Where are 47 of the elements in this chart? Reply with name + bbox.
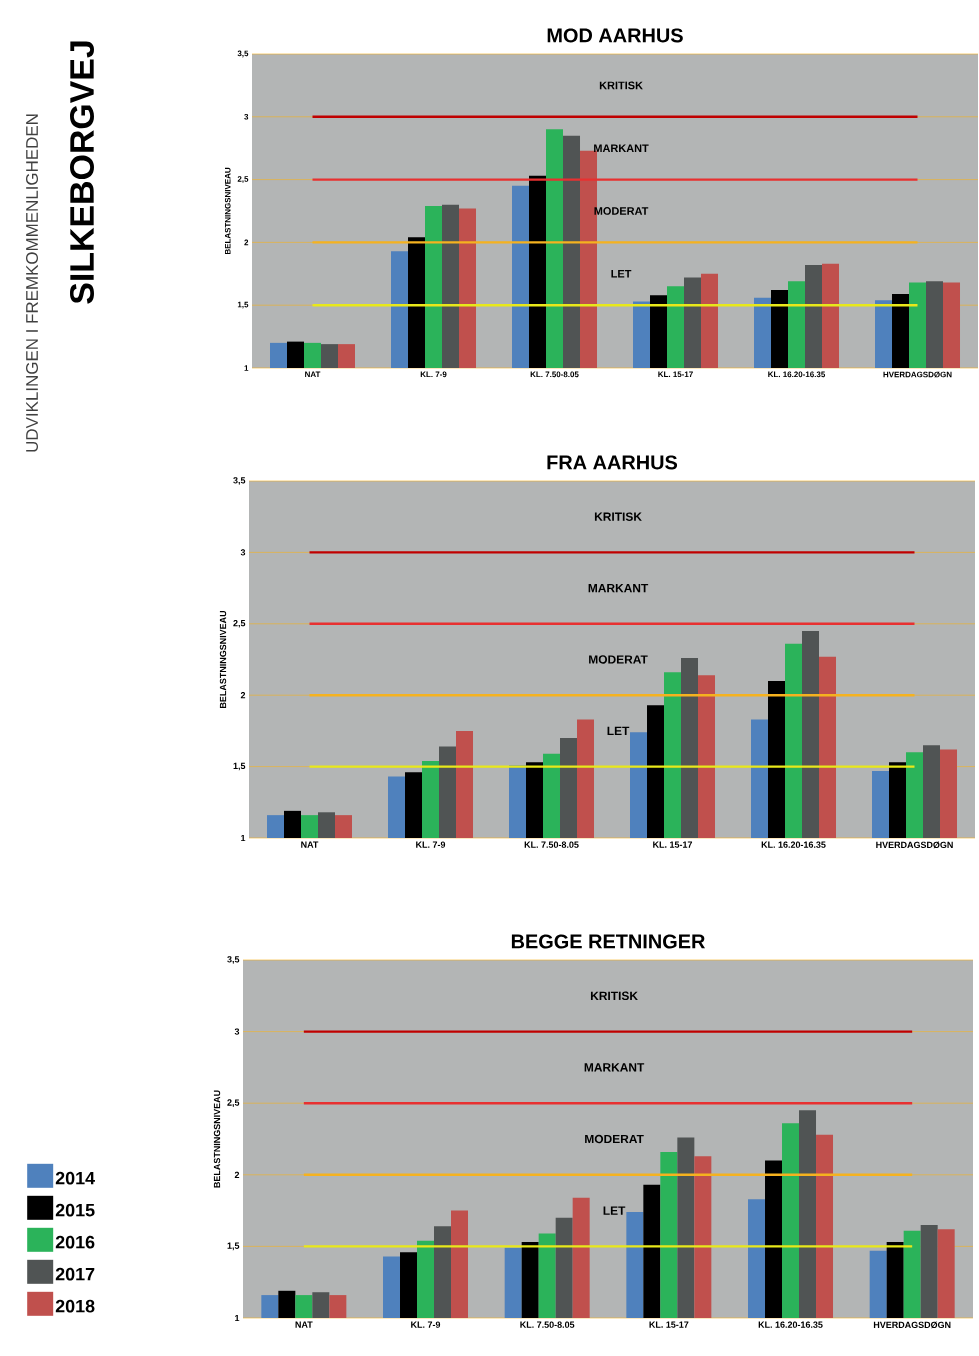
chart-title: MOD AARHUS bbox=[547, 28, 683, 43]
text: SILKEBORGVEJ bbox=[70, 41, 94, 304]
ref-line-label: MARKANT bbox=[588, 583, 649, 593]
ref-line-label: MODERAT bbox=[585, 1134, 644, 1144]
x-tick-label: KL. 7.50-8.05 bbox=[524, 841, 579, 848]
legend-label: 2015 bbox=[55, 1203, 95, 1217]
y-tick-label: 2,5 bbox=[233, 619, 246, 628]
y-tick-label: 1 bbox=[241, 834, 246, 842]
ref-line-label: MARKANT bbox=[584, 1063, 645, 1072]
ref-line-label: MARKANT bbox=[594, 144, 649, 152]
x-tick-label: NAT bbox=[295, 1321, 313, 1328]
ref-line-label: LET bbox=[607, 726, 630, 736]
ref-line-label: KRITISK bbox=[599, 81, 643, 90]
y-tick-label: 3 bbox=[234, 1028, 240, 1035]
ref-line-label: KRITISK bbox=[594, 512, 642, 521]
y-tick-label: 1,5 bbox=[233, 762, 246, 771]
legend-label: 2017 bbox=[55, 1267, 95, 1281]
chart-title: FRA AARHUS bbox=[547, 455, 678, 470]
y-tick-label: 3,5 bbox=[227, 956, 240, 964]
ref-line-label: LET bbox=[611, 270, 632, 278]
y-axis-title: BELASTNINGSNIVEAU bbox=[219, 610, 227, 708]
y-tick-label: 2 bbox=[234, 1171, 240, 1178]
y-tick-label: 2 bbox=[240, 692, 246, 699]
chart-title: BEGGE RETNINGER bbox=[511, 934, 706, 949]
legend-label: 2014 bbox=[55, 1171, 95, 1185]
legend-label: 2016 bbox=[55, 1235, 95, 1249]
ref-line-label: MODERAT bbox=[589, 655, 648, 664]
x-tick-label: KL. 16.20-16.35 bbox=[761, 841, 826, 848]
x-tick-label: KL. 7-9 bbox=[416, 841, 446, 848]
x-tick-label: KL. 16.20-16.35 bbox=[758, 1321, 823, 1328]
x-tick-label: KL. 7.50-8.05 bbox=[520, 1321, 575, 1328]
ref-line-label: KRITISK bbox=[590, 991, 638, 1001]
x-tick-label: NAT bbox=[301, 841, 319, 848]
x-tick-label: KL. 7-9 bbox=[411, 1321, 441, 1328]
x-tick-label: HVERDAGSDØGN bbox=[873, 1321, 951, 1329]
x-tick-label: KL. 15-17 bbox=[649, 1321, 689, 1328]
legend-label: 2018 bbox=[55, 1299, 95, 1313]
y-tick-label: 2,5 bbox=[227, 1099, 240, 1108]
y-tick-label: 1 bbox=[235, 1314, 240, 1322]
x-tick-label: KL. 15-17 bbox=[653, 841, 693, 848]
text: UDVIKLINGEN I FREMKOMMENLIGHEDEN bbox=[26, 114, 38, 452]
ref-line-label: LET bbox=[603, 1206, 626, 1215]
x-tick-label: HVERDAGSDØGN bbox=[876, 841, 953, 849]
y-tick-label: 1,5 bbox=[227, 1242, 240, 1251]
y-axis-title: BELASTNINGSNIVEAU bbox=[213, 1090, 221, 1188]
y-tick-label: 3,5 bbox=[233, 477, 246, 485]
y-tick-label: 3 bbox=[240, 549, 246, 556]
